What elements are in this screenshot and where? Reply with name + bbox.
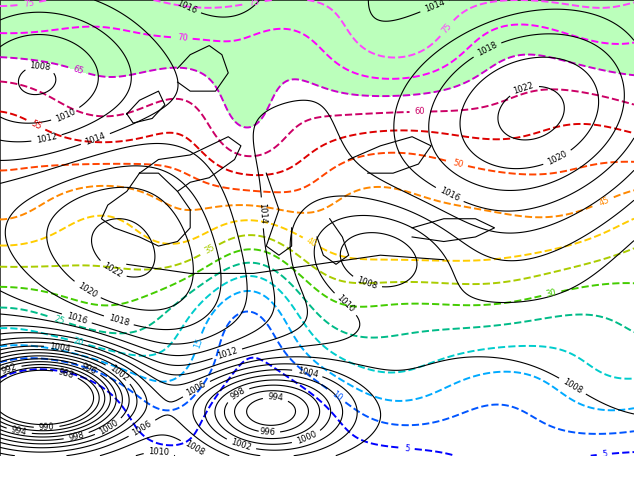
Text: 988: 988	[57, 367, 75, 380]
Text: 1008: 1008	[29, 61, 51, 72]
Text: 1016: 1016	[175, 0, 198, 15]
Text: 75: 75	[23, 0, 35, 9]
Text: 996: 996	[259, 427, 275, 438]
Text: 1014: 1014	[257, 202, 268, 223]
Text: Su 29-09-2024 06:00 UTC (00+102): Su 29-09-2024 06:00 UTC (00+102)	[368, 462, 584, 471]
Text: 10: 10	[330, 390, 344, 403]
Text: 1004: 1004	[48, 342, 70, 354]
Text: 70: 70	[177, 33, 188, 43]
Text: 5: 5	[601, 449, 607, 459]
Text: 30: 30	[545, 288, 557, 299]
Text: 25: 25	[53, 314, 66, 326]
Text: 1008: 1008	[356, 276, 378, 292]
Text: 1008: 1008	[183, 440, 205, 458]
Text: 35: 35	[203, 243, 217, 256]
Text: 1002: 1002	[230, 438, 252, 453]
Text: 15: 15	[192, 337, 204, 349]
Text: 1020: 1020	[76, 281, 98, 300]
Text: 1008: 1008	[561, 377, 584, 395]
Text: 1000: 1000	[98, 418, 120, 437]
Text: 1014: 1014	[424, 0, 446, 14]
Text: 1012: 1012	[216, 346, 238, 361]
Text: 1014: 1014	[84, 131, 107, 147]
Text: 1020: 1020	[546, 149, 569, 167]
Text: 992: 992	[0, 363, 18, 376]
Text: 994: 994	[268, 392, 284, 403]
Text: 996: 996	[80, 361, 98, 376]
Text: 1006: 1006	[185, 380, 208, 398]
Text: 5: 5	[404, 443, 410, 453]
Text: 1004: 1004	[296, 366, 319, 379]
Text: 998: 998	[68, 430, 85, 442]
Text: 994: 994	[11, 425, 28, 438]
Text: Theta-e 850hPa [°C] ECMWF: Theta-e 850hPa [°C] ECMWF	[6, 462, 175, 471]
Text: 60: 60	[415, 107, 425, 116]
Text: 65: 65	[72, 65, 85, 76]
Text: 1012: 1012	[36, 132, 58, 145]
Text: 75: 75	[440, 21, 454, 35]
Text: 998: 998	[228, 386, 247, 402]
Text: 50: 50	[452, 158, 464, 170]
Text: 1010: 1010	[148, 447, 170, 457]
Text: 1000: 1000	[295, 430, 318, 446]
Text: 1016: 1016	[438, 186, 461, 204]
Text: ©weatheronline.co.uk: ©weatheronline.co.uk	[393, 480, 518, 490]
Text: 75: 75	[249, 0, 261, 8]
Text: 1002: 1002	[108, 364, 130, 383]
Text: 1018: 1018	[107, 313, 130, 328]
Text: 45: 45	[598, 195, 611, 207]
Text: 55: 55	[29, 119, 43, 131]
Text: 1016: 1016	[65, 311, 88, 326]
Text: 990: 990	[39, 423, 55, 432]
Text: 1018: 1018	[476, 41, 498, 58]
Text: 1010: 1010	[335, 294, 356, 315]
Text: 1010: 1010	[55, 107, 77, 123]
Text: 1022: 1022	[101, 261, 124, 280]
Text: 40: 40	[305, 236, 318, 249]
Text: 1022: 1022	[512, 81, 535, 96]
Text: 1006: 1006	[131, 419, 153, 438]
Text: 20: 20	[72, 337, 85, 348]
